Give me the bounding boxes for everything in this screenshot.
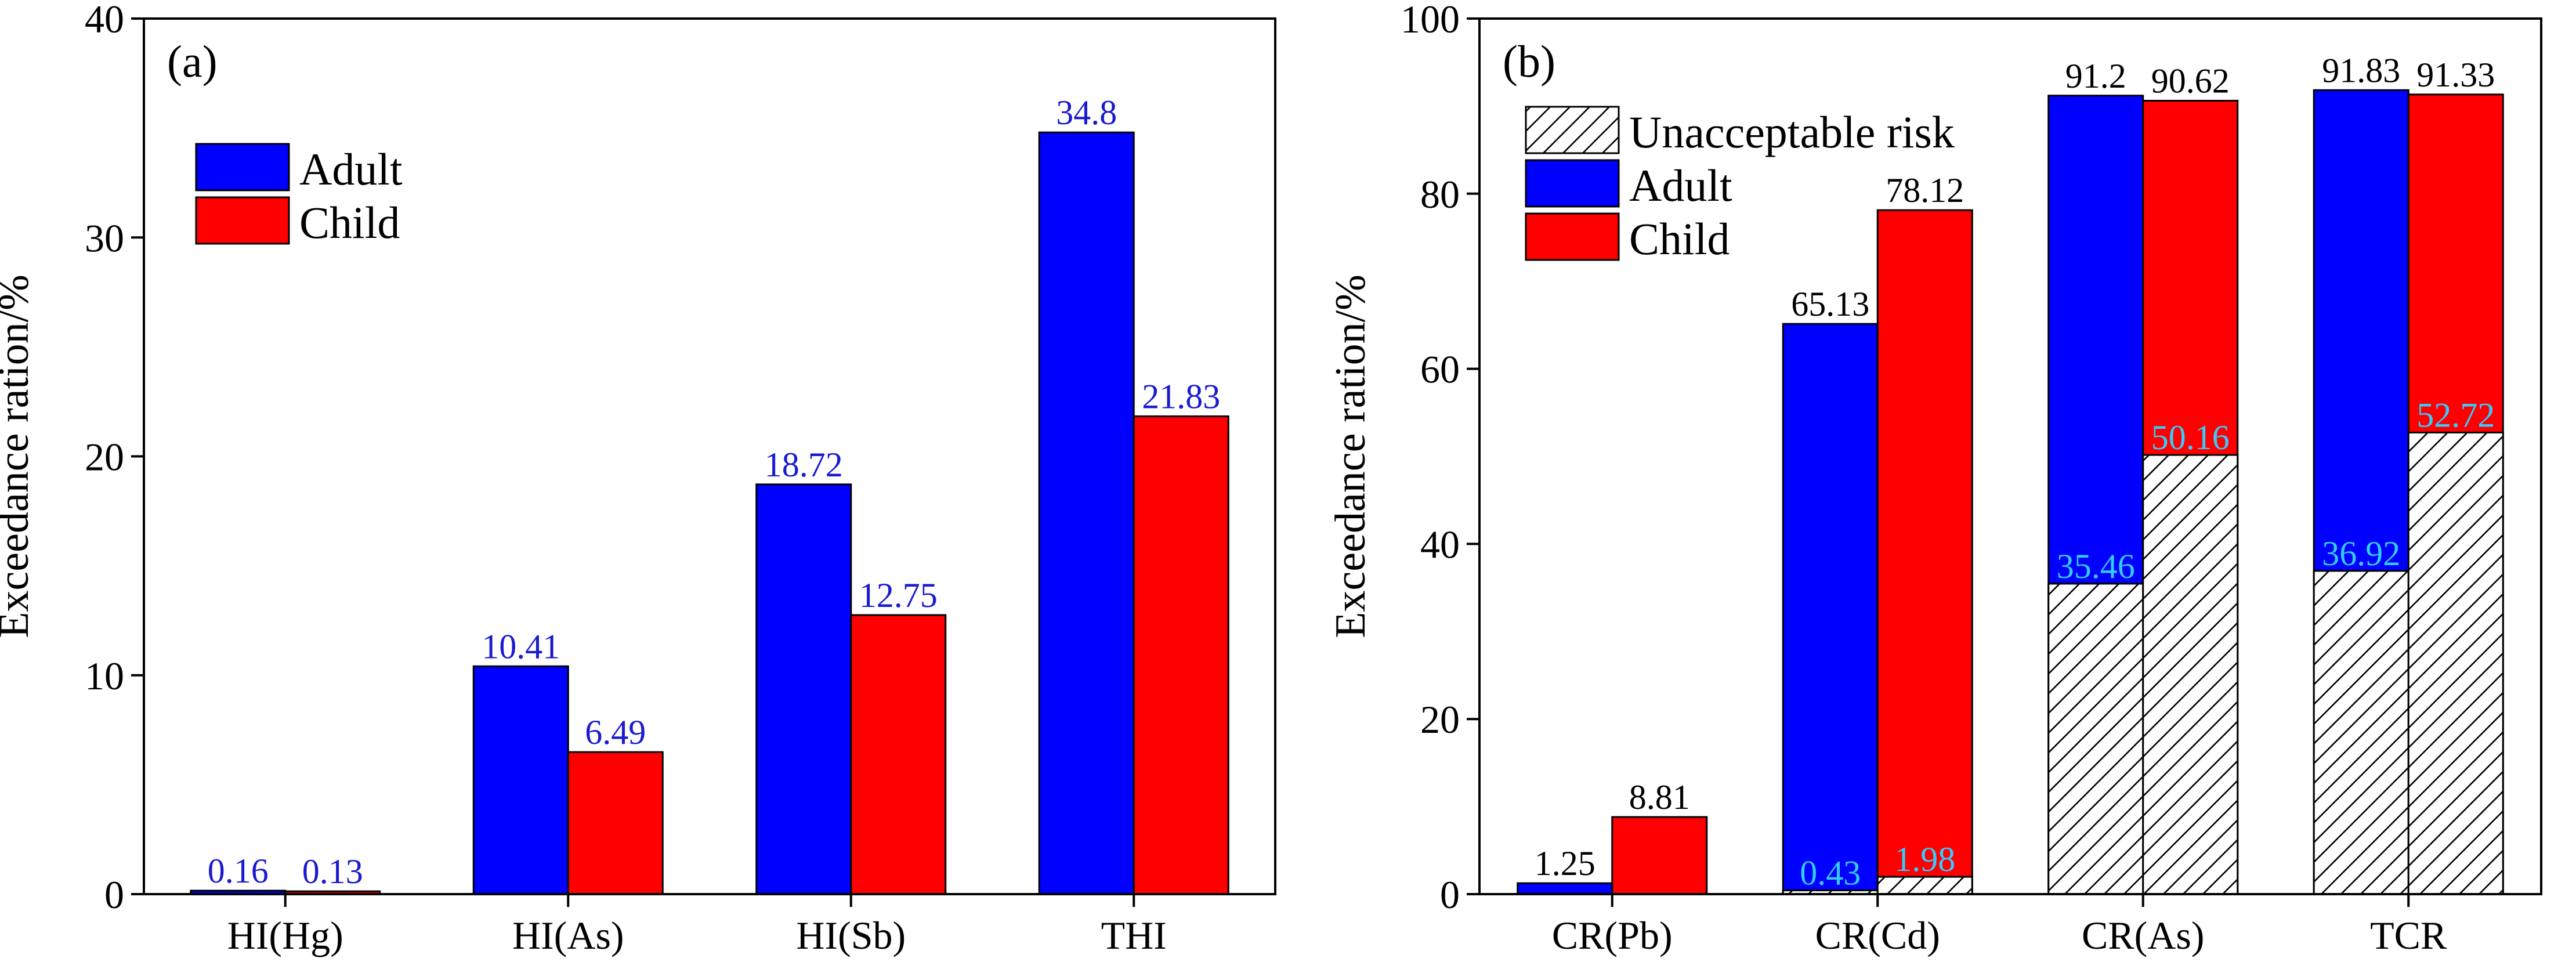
- x-tick-label-1: CR(Pb): [1552, 913, 1673, 957]
- risk-bar-child-3: [2142, 454, 2239, 895]
- y-tick-label-60: 60: [1420, 348, 1460, 392]
- bar-child-4: [1133, 415, 1229, 895]
- legend-label-child: Child: [1629, 214, 1730, 264]
- bar-adult-2: [472, 665, 569, 895]
- value-label-adult-1: 0.16: [208, 852, 269, 890]
- x-tick-label-2: CR(Cd): [1815, 913, 1940, 957]
- risk-value-label-child-2: 1.98: [1894, 840, 1955, 878]
- risk-bar-child-4: [2407, 431, 2504, 895]
- legend-label-adult: Adult: [1629, 160, 1732, 211]
- x-tick-label-4: THI: [1101, 913, 1167, 957]
- value-label-child-2: 6.49: [585, 713, 646, 751]
- bar-adult-4: [1038, 131, 1135, 895]
- value-label-child-1: 0.13: [302, 852, 363, 891]
- value-label-adult-3: 18.72: [765, 446, 843, 484]
- y-tick-label-100: 100: [1401, 0, 1460, 41]
- y-tick-label-20: 20: [85, 435, 124, 479]
- y-axis-title: Exceedance ration/%: [0, 274, 38, 638]
- bar-adult-2: [1782, 323, 1879, 895]
- y-tick-label-20: 20: [1420, 697, 1460, 742]
- y-tick-label-40: 40: [85, 0, 124, 41]
- bar-child-3: [850, 614, 947, 895]
- value-label-adult-1: 1.25: [1535, 844, 1595, 883]
- value-label-child-3: 12.75: [859, 576, 938, 614]
- value-label-child-2: 78.12: [1886, 171, 1964, 209]
- legend-label-child: Child: [299, 197, 400, 248]
- panel-label: (b): [1503, 36, 1555, 86]
- plot-frame: [1478, 17, 2542, 895]
- legend-swatch-adult: [195, 143, 290, 191]
- x-tick-label-3: HI(Sb): [796, 913, 906, 957]
- bar-adult-1: [1517, 882, 1613, 895]
- x-tick-label-2: HI(As): [512, 913, 624, 957]
- value-label-adult-4: 34.8: [1056, 93, 1117, 132]
- y-tick-label-0: 0: [104, 873, 124, 917]
- panel-b-chart: 1.25 65.13 91.2 91.83 8.81 78.12 90.62 91.33 0.4…: [1327, 0, 2542, 957]
- value-label-adult-2: 65.13: [1791, 285, 1869, 323]
- value-label-adult-3: 91.2: [2065, 57, 2126, 95]
- x-tick-label-1: HI(Hg): [227, 913, 343, 957]
- value-label-child-3: 90.62: [2151, 62, 2230, 100]
- x-tick-label-4: TCR: [2370, 913, 2447, 957]
- legend-swatch-child: [195, 196, 290, 245]
- bar-child-1: [1611, 816, 1708, 895]
- bar-child-2: [567, 751, 664, 895]
- legend-label-adult: Adult: [299, 144, 403, 194]
- y-tick-label-30: 30: [85, 216, 124, 260]
- value-label-child-4: 21.83: [1142, 377, 1220, 415]
- risk-value-label-adult-3: 35.46: [2057, 547, 2135, 585]
- risk-value-label-adult-4: 36.92: [2322, 534, 2400, 573]
- risk-value-label-adult-2: 0.43: [1800, 854, 1861, 892]
- panel-label: (a): [167, 36, 218, 86]
- risk-value-label-child-4: 52.72: [2416, 396, 2495, 434]
- value-label-child-4: 91.33: [2416, 56, 2495, 94]
- risk-value-label-child-3: 50.16: [2151, 418, 2230, 457]
- x-tick-label-3: CR(As): [2082, 913, 2205, 957]
- legend-label-unacceptable-risk: Unacceptable risk: [1629, 107, 1955, 157]
- y-tick-label-10: 10: [85, 654, 124, 698]
- legend-swatch-unacceptable-risk: [1525, 106, 1620, 154]
- y-axis-title: Exceedance ration/%: [1327, 274, 1374, 638]
- bar-adult-3: [755, 483, 852, 895]
- value-label-adult-2: 10.41: [482, 627, 560, 666]
- legend-swatch-adult: [1525, 159, 1620, 208]
- y-tick-label-80: 80: [1420, 172, 1460, 216]
- risk-bar-child-2: [1876, 876, 1973, 895]
- risk-bar-adult-3: [2047, 583, 2144, 895]
- legend-swatch-child: [1525, 212, 1620, 261]
- y-tick-label-40: 40: [1420, 522, 1460, 566]
- value-label-child-1: 8.81: [1629, 778, 1690, 816]
- y-tick-label-0: 0: [1440, 873, 1460, 917]
- panel-a-chart: 0.16 10.41 18.72 34.8 0.13 6.49 12.75 21.83 0 10 2…: [0, 0, 1276, 957]
- risk-bar-adult-4: [2313, 570, 2409, 895]
- bar-child-2: [1876, 209, 1973, 895]
- value-label-adult-4: 91.83: [2322, 51, 2400, 89]
